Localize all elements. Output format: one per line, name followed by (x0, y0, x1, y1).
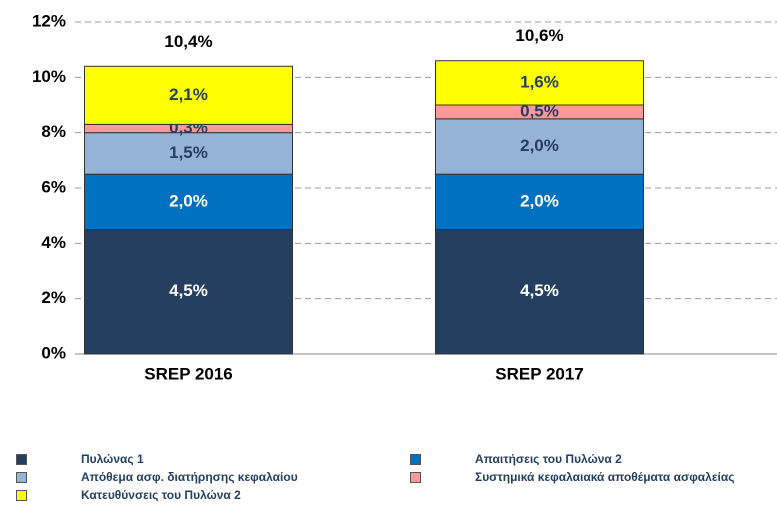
legend-label: Πυλώνας 1 (81, 452, 144, 466)
total-label: 10,6% (515, 26, 563, 45)
bar-segment (435, 60, 644, 106)
x-tick-label: SREP 2016 (144, 364, 233, 383)
chart: 0%2%4%6%8%10%12%4,5%2,0%1,5%0,3%2,1%10,4… (32, 11, 777, 383)
y-tick-label: 4% (41, 233, 66, 252)
legend-label: Απαιτήσεις του Πυλώνα 2 (475, 452, 622, 466)
bar-segment (84, 173, 293, 231)
value-label: 0,5% (520, 101, 559, 120)
bar-segment (435, 173, 644, 231)
y-tick-label: 10% (32, 67, 66, 86)
bar-segment (435, 229, 644, 355)
legend-swatch (16, 490, 27, 501)
value-label: 2,0% (520, 191, 559, 210)
value-label: 4,5% (520, 281, 559, 300)
legend-item: Κατευθύνσεις του Πυλώνα 2 (16, 488, 361, 503)
y-tick-label: 0% (41, 343, 66, 362)
value-label: 2,0% (520, 136, 559, 155)
value-label: 4,5% (169, 281, 208, 300)
value-label: 2,1% (169, 85, 208, 104)
legend-swatch (16, 472, 27, 483)
x-tick-label: SREP 2017 (495, 364, 584, 383)
bar-segment (84, 229, 293, 355)
total-label: 10,4% (164, 32, 212, 51)
legend-label: Κατευθύνσεις του Πυλώνα 2 (81, 488, 241, 502)
y-tick-label: 12% (32, 11, 66, 30)
legend-item: Απαιτήσεις του Πυλώνα 2 (410, 452, 735, 467)
legend-item: Πυλώνας 1 (16, 452, 361, 467)
y-tick-label: 6% (41, 177, 66, 196)
bar-segment (84, 65, 293, 125)
legend-item: Συστημικά κεφαλαιακά αποθέματα ασφαλείας (410, 470, 735, 485)
legend-swatch (410, 454, 421, 465)
value-label: 2,0% (169, 191, 208, 210)
value-label: 1,5% (169, 143, 208, 162)
legend-label: Συστημικά κεφαλαιακά αποθέματα ασφαλείας (475, 470, 735, 484)
bar-segment (435, 118, 644, 175)
value-label: 1,6% (520, 72, 559, 91)
legend-swatch (16, 454, 27, 465)
legend-swatch (410, 472, 421, 483)
y-tick-label: 8% (41, 122, 66, 141)
y-tick-label: 2% (41, 288, 66, 307)
legend-label: Απόθεμα ασφ. διατήρησης κεφαλαίου (81, 470, 298, 484)
legend-item: Απόθεμα ασφ. διατήρησης κεφαλαίου (16, 470, 361, 485)
